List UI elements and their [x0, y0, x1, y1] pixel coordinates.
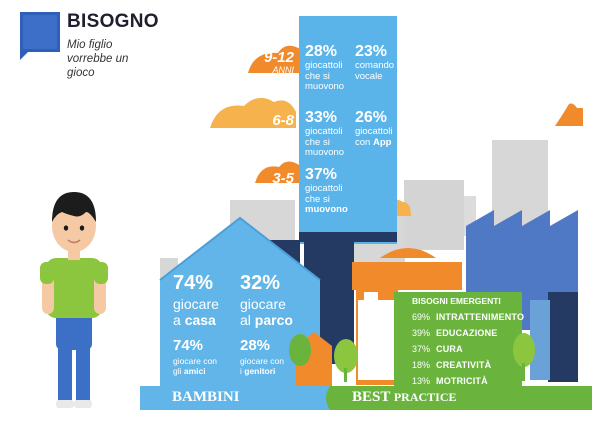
- age-label: 9-12: [263, 49, 294, 66]
- house: [160, 218, 320, 388]
- age-label: 3-5: [272, 170, 294, 187]
- bambini-bar: [140, 386, 338, 410]
- stat-desc: giocattoli che si muovono: [305, 183, 348, 215]
- emergenti-item: 39% EDUCAZIONE: [412, 328, 498, 338]
- orange-building: [352, 262, 462, 290]
- stat-value: 33%: [305, 109, 338, 126]
- emergenti-panel: [394, 292, 522, 388]
- best-practice-bar: [326, 386, 592, 410]
- white-building: [358, 292, 398, 380]
- stat-value: 37%: [305, 166, 338, 183]
- navy-building: [548, 292, 578, 382]
- tree-trunk: [522, 363, 525, 381]
- child-figure: [40, 192, 108, 408]
- gray-building: [404, 180, 464, 250]
- stat-desc: giocare a casa: [173, 296, 219, 328]
- age-unit: ANNI: [272, 128, 294, 138]
- emergenti-item: 37% CURA: [412, 344, 463, 354]
- emergenti-item: 18% CREATIVITÀ: [412, 360, 492, 370]
- stat-value: 23%: [355, 43, 388, 60]
- stat-value: 74%: [173, 337, 204, 354]
- stat-desc: giocattoli con App: [355, 126, 393, 148]
- page-title: BISOGNO: [67, 11, 159, 32]
- tree-trunk: [344, 368, 347, 382]
- stat-value: 28%: [305, 43, 338, 60]
- stat-desc: giocare con i genitori: [240, 356, 284, 376]
- stat-value: 74%: [173, 272, 214, 294]
- speech-bubble-inner: [23, 15, 57, 49]
- stat-desc: giocare con gli amici: [173, 356, 217, 376]
- age-unit: ANNI: [272, 65, 294, 75]
- stat-desc: giocare al parco: [240, 296, 293, 328]
- emergenti-title: BISOGNI EMERGENTI: [412, 296, 501, 306]
- stat-desc: giocattoli che si muovono: [305, 126, 345, 158]
- orange-cloud: [248, 45, 310, 73]
- orange-cloud: [255, 161, 299, 183]
- tree: [334, 339, 358, 373]
- stat-value: 32%: [240, 272, 281, 294]
- age-unit: ANNI: [272, 186, 294, 196]
- emergenti-item: 69% INTRATTENIMENTO: [412, 312, 525, 322]
- stats-tower: [299, 16, 397, 244]
- tree: [289, 334, 311, 366]
- emergenti-item: 13% MOTRICITÀ: [412, 376, 488, 386]
- page-subtitle: Mio figlio vorrebbe un gioco: [67, 39, 129, 79]
- house-roof: [159, 216, 321, 281]
- tower-base: [299, 232, 397, 242]
- age-label: 6-8: [272, 112, 294, 129]
- orange-cloud: [555, 103, 583, 126]
- bambini-label: BAMBINI: [172, 389, 240, 405]
- stat-value: 28%: [240, 337, 271, 354]
- blue-building: [530, 300, 550, 380]
- yellow-cloud: [210, 97, 296, 128]
- orange-roof: [380, 248, 436, 258]
- tree: [513, 333, 535, 367]
- stat-value: 26%: [355, 109, 388, 126]
- stat-desc: giocattoli che si muovono: [305, 60, 345, 92]
- stat-desc: comando vocale: [355, 60, 395, 82]
- best-practice-label: BEST PRACTICE: [352, 389, 457, 405]
